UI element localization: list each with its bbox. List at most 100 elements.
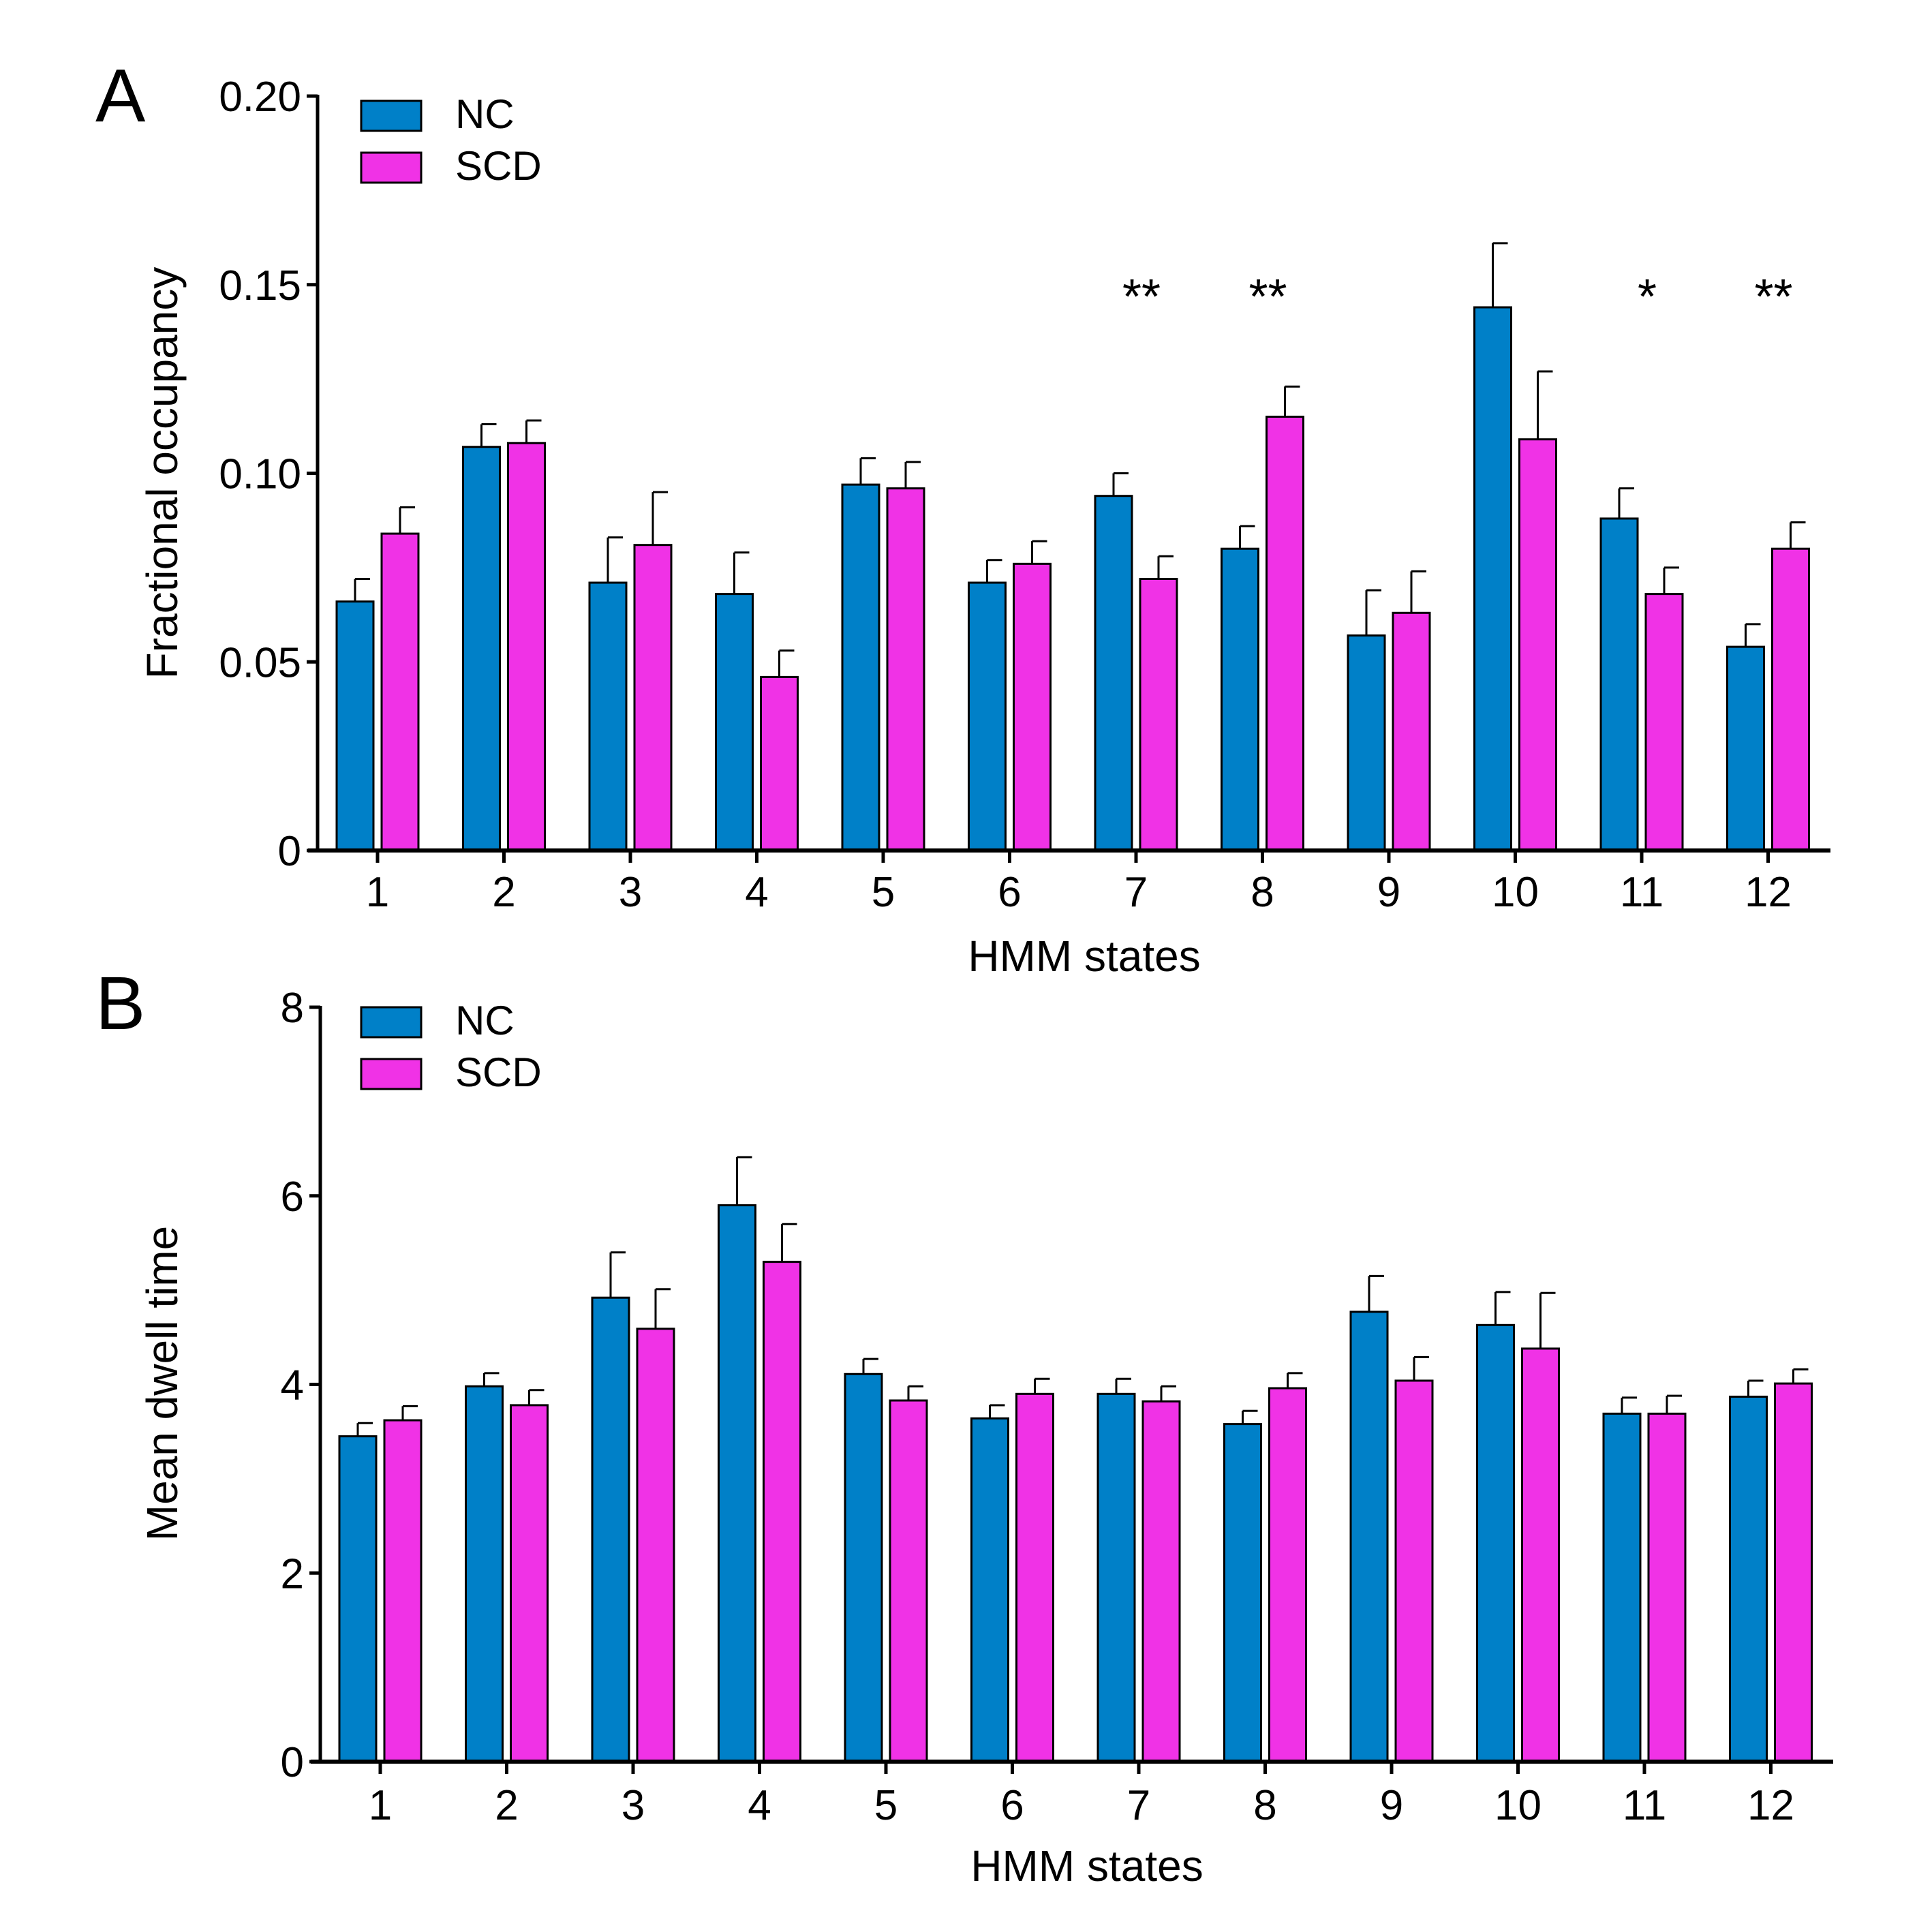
bar-nc-state-12 (1729, 1395, 1768, 1763)
bar-scd-state-6 (1015, 1392, 1054, 1763)
bar-nc-state-2 (465, 1385, 504, 1763)
x-tick-label: 7 (1127, 1782, 1150, 1829)
y-tick-label: 8 (281, 985, 304, 1032)
x-tick-label: 1 (369, 1782, 392, 1829)
y-tick-label: 0 (281, 1739, 304, 1786)
y-tick-label: 2 (281, 1550, 304, 1597)
bar-scd-state-11 (1644, 593, 1684, 852)
bar-nc-state-1 (335, 600, 375, 852)
x-tick-label: 9 (1380, 1782, 1403, 1829)
x-tick-label: 5 (874, 1782, 898, 1829)
significance-marker: ** (1754, 270, 1792, 324)
x-tick-label: 10 (1492, 869, 1539, 916)
bar-scd-state-12 (1771, 547, 1810, 852)
bar-nc-state-2 (462, 446, 501, 852)
bar-scd-state-8 (1268, 1387, 1307, 1763)
bar-nc-state-10 (1476, 1323, 1515, 1763)
bar-scd-state-12 (1774, 1382, 1813, 1763)
legend-swatch-nc (360, 99, 423, 132)
y-tick-label: 0.05 (219, 639, 301, 686)
x-tick-label: 6 (998, 869, 1021, 916)
bar-nc-state-11 (1602, 1412, 1642, 1763)
x-tick-label: 9 (1377, 869, 1400, 916)
legend-label-scd: SCD (455, 1049, 542, 1095)
x-tick-label: 11 (1620, 869, 1663, 916)
bar-scd-state-2 (510, 1404, 549, 1763)
bar-scd-state-7 (1141, 1400, 1181, 1763)
bar-nc-state-7 (1094, 495, 1133, 852)
x-tick-label: 12 (1745, 869, 1792, 916)
y-axis-title: Mean dwell time (138, 1226, 187, 1541)
bar-scd-state-10 (1518, 438, 1557, 852)
x-tick-label: 2 (492, 869, 515, 916)
bar-nc-state-12 (1726, 645, 1765, 852)
bar-scd-state-3 (633, 544, 673, 852)
bar-nc-state-4 (718, 1204, 756, 1763)
bar-scd-state-10 (1521, 1347, 1560, 1763)
bar-nc-state-8 (1223, 1423, 1262, 1763)
bar-scd-state-7 (1139, 577, 1178, 852)
bar-nc-state-11 (1599, 517, 1639, 852)
y-tick-label: 0.15 (219, 262, 301, 309)
bar-scd-state-3 (636, 1328, 675, 1763)
bar-nc-state-7 (1097, 1392, 1136, 1763)
bar-nc-state-5 (841, 483, 880, 852)
bar-scd-state-5 (886, 487, 925, 852)
x-tick-label: 3 (619, 869, 642, 916)
x-axis-title: HMM states (970, 1841, 1203, 1890)
legend-label-scd: SCD (455, 143, 542, 189)
bar-scd-state-6 (1013, 562, 1052, 852)
bar-nc-state-6 (968, 581, 1007, 852)
bar-nc-state-5 (844, 1373, 883, 1763)
x-tick-label: 8 (1251, 869, 1274, 916)
bar-nc-state-3 (591, 1296, 630, 1763)
bar-scd-state-8 (1266, 415, 1304, 852)
bar-scd-state-4 (763, 1261, 801, 1763)
bar-scd-state-4 (760, 675, 799, 852)
y-tick-label: 4 (281, 1362, 304, 1409)
x-tick-label: 6 (1000, 1782, 1024, 1829)
bar-nc-state-8 (1221, 547, 1259, 852)
bar-nc-state-1 (338, 1435, 378, 1763)
y-tick-label: 0 (278, 828, 301, 875)
legend-swatch-nc (360, 1006, 423, 1039)
bar-nc-state-10 (1473, 306, 1512, 852)
panel-letter: B (95, 962, 145, 1045)
x-tick-label: 8 (1253, 1782, 1276, 1829)
legend-label-nc: NC (455, 998, 515, 1043)
y-tick-label: 0.10 (219, 451, 301, 498)
bar-nc-state-3 (588, 581, 628, 852)
bar-scd-state-9 (1392, 611, 1431, 852)
x-tick-label: 5 (872, 869, 895, 916)
y-axis-title: Fractional occupancy (138, 267, 187, 679)
x-tick-label: 10 (1494, 1782, 1542, 1829)
bar-scd-state-11 (1647, 1412, 1687, 1763)
x-tick-label: 7 (1124, 869, 1148, 916)
bar-scd-state-5 (889, 1399, 928, 1763)
bar-scd-state-1 (383, 1419, 423, 1763)
x-tick-label: 2 (495, 1782, 518, 1829)
bar-nc-state-6 (970, 1417, 1009, 1763)
x-tick-label: 4 (745, 869, 768, 916)
y-tick-label: 0.20 (219, 74, 301, 121)
legend-swatch-scd (360, 151, 423, 184)
significance-marker: * (1638, 270, 1657, 324)
legend-swatch-scd (360, 1058, 423, 1090)
x-tick-label: 3 (622, 1782, 645, 1829)
significance-marker: ** (1248, 270, 1287, 324)
panel-letter: A (95, 54, 146, 138)
x-tick-label: 4 (748, 1782, 771, 1829)
bar-nc-state-9 (1347, 634, 1386, 852)
x-tick-label: 11 (1623, 1782, 1666, 1829)
bar-nc-state-9 (1349, 1310, 1389, 1763)
legend-label-nc: NC (455, 91, 515, 137)
bar-nc-state-4 (715, 593, 754, 852)
x-tick-label: 12 (1747, 1782, 1794, 1829)
bar-scd-state-2 (507, 442, 546, 852)
significance-marker: ** (1122, 270, 1161, 324)
bar-scd-state-1 (380, 532, 420, 852)
bar-scd-state-9 (1394, 1379, 1434, 1763)
